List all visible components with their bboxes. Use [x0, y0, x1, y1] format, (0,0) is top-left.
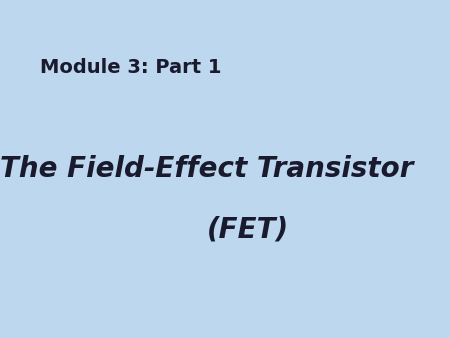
Text: The Field-Effect Transistor: The Field-Effect Transistor	[0, 155, 414, 183]
Text: (FET): (FET)	[207, 216, 288, 244]
Text: Module 3: Part 1: Module 3: Part 1	[40, 58, 222, 77]
